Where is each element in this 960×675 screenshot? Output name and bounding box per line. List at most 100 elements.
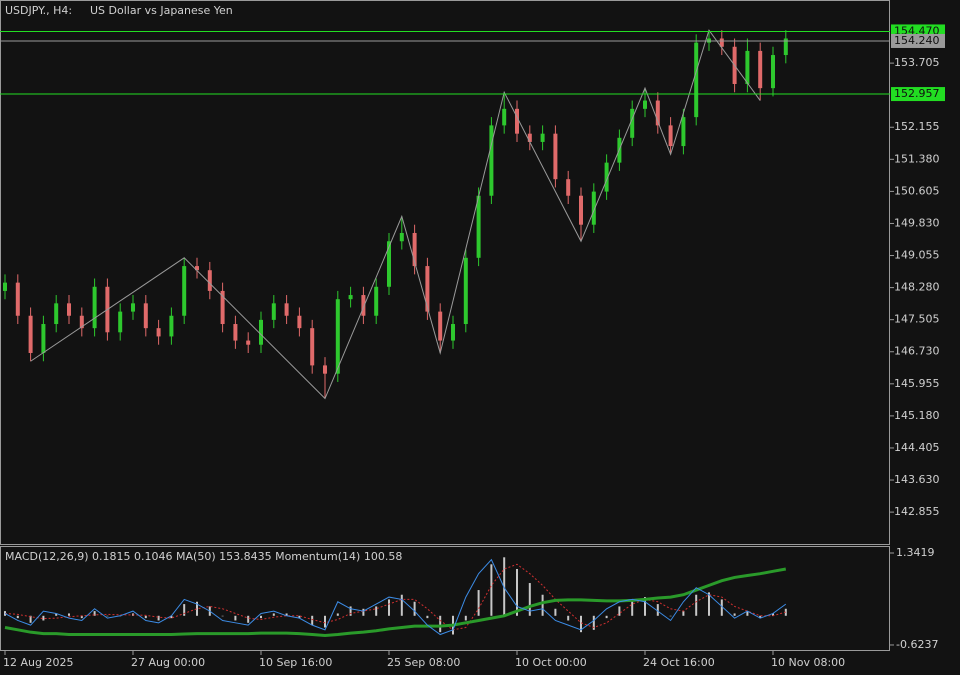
candle-body [502,108,507,126]
candle-body [131,303,135,312]
histogram-bar [605,615,608,619]
candle-body [67,303,71,316]
x-tick-label: 10 Oct 00:00 [515,656,587,669]
x-tick-label: 24 Oct 16:00 [643,656,715,669]
histogram-bar [631,599,634,616]
candle-body [604,162,609,192]
indicator-label: MACD(12,26,9) 0.1815 0.1046 MA(50) 153.8… [5,550,402,563]
candle-body [28,315,33,353]
candle-body [348,295,353,300]
candle-body [719,38,724,47]
candle-body [783,38,788,56]
histogram-bar [567,615,570,621]
histogram-bar [618,606,621,616]
histogram-bar [695,594,698,616]
histogram-bar [260,615,262,619]
y-tick-label: 150.605 [894,184,940,197]
candle-body [540,133,545,142]
histogram-bar [656,604,659,616]
candle-body [630,108,635,138]
histogram-bar [106,615,109,617]
histogram-bar [362,608,365,616]
histogram-bar [349,606,352,616]
y-tick-label: 147.505 [894,313,940,326]
indicator-line [4,567,787,637]
candle-body [553,133,558,180]
histogram-bar [272,613,275,616]
candle-body [643,100,647,109]
histogram-bar [669,615,672,617]
candle-body [476,195,481,258]
y-tick-label: 1.3419 [896,546,935,559]
histogram-bar [554,608,557,616]
histogram-bar [311,615,314,626]
candle-body [323,365,327,374]
y-tick-label: 146.730 [894,345,940,358]
histogram-bar [336,613,339,616]
histogram-bar [541,594,544,616]
candle-body [156,328,161,337]
candle-body [489,125,494,196]
histogram-bar [196,601,198,616]
candle-body [694,42,699,118]
candle-body [566,179,571,196]
histogram-bar [324,615,326,628]
histogram-bar [464,615,467,621]
histogram-bar [682,611,685,616]
candle-body [361,295,366,316]
histogram-bar [16,615,19,619]
candle-body [79,315,84,329]
histogram-bar [68,613,70,616]
histogram-bar [29,615,32,623]
candle-body [284,303,289,316]
histogram-bar [170,615,173,619]
candle-body [259,319,263,345]
histogram-bar [426,615,429,619]
histogram-bar [708,592,710,616]
candle-body [425,266,430,312]
y-tick-label: 152.155 [894,120,940,133]
candle-body [143,303,148,329]
x-tick-label: 27 Aug 00:00 [131,656,205,669]
candle-body [207,270,212,291]
candle-body [399,232,404,242]
candle-body [297,315,302,329]
candle-body [271,303,276,320]
candle-body [169,315,174,337]
histogram-bar [580,615,582,633]
histogram-bar [439,615,442,633]
histogram-bar [516,568,518,616]
candle-body [579,195,583,225]
histogram-bar [400,594,403,616]
y-tick-label: 151.380 [894,152,940,165]
zigzag-line [30,29,761,400]
candle-body [668,125,673,147]
candle-body [195,266,199,271]
histogram-bar [720,599,723,616]
candle-body [15,282,20,316]
histogram-bar [221,615,224,617]
candle-body [758,50,763,89]
indicator-pane [0,546,890,651]
x-tick-label: 12 Aug 2025 [3,656,73,669]
candle-body [182,266,187,316]
histogram-bar [759,615,762,619]
x-tick-label: 10 Nov 08:00 [771,656,845,669]
histogram-bar [772,613,774,616]
level-label: 154.240 [894,34,940,47]
histogram-bar [733,613,736,616]
candle-body [310,328,315,366]
y-tick-label: 145.955 [894,377,940,390]
level-label: 152.957 [894,87,940,100]
candle-body [220,290,225,325]
candle-body [233,324,238,341]
histogram-bar [247,615,250,623]
level-tag [891,87,945,102]
y-tick-label: 144.405 [894,441,940,454]
histogram-bar [592,615,595,630]
candle-body [438,311,443,341]
histogram-bar [746,611,749,616]
candle-body [3,282,7,291]
candle-body [527,133,532,142]
candle-body [412,232,417,267]
